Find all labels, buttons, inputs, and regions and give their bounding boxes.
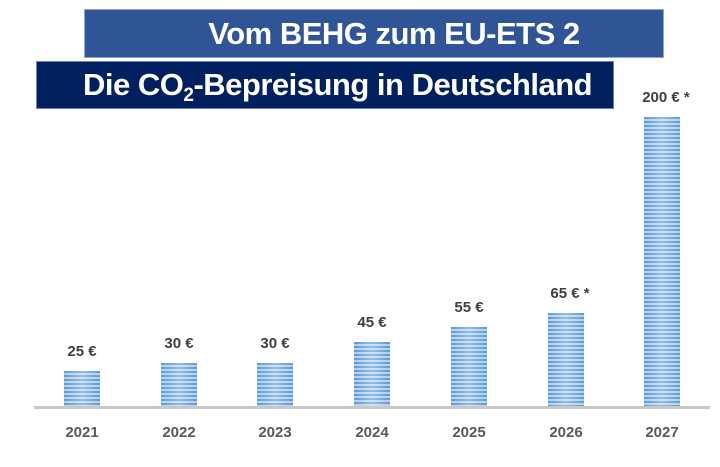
value-label-2024: 45 € [357, 314, 387, 331]
title-banner-top: Vom BEHG zum EU-ETS 2 [84, 9, 664, 58]
title-line1: Vom BEHG zum EU-ETS 2 [208, 15, 580, 51]
x-tick-2026: 2026 [549, 424, 583, 441]
bar-2026 [548, 313, 584, 407]
bar-2024 [354, 342, 390, 407]
x-tick-2022: 2022 [162, 424, 196, 441]
bar-2021 [64, 371, 100, 407]
bar-2022 [161, 363, 197, 407]
x-tick-2021: 2021 [65, 424, 99, 441]
value-label-2021: 25 € [67, 343, 97, 360]
bar-2027 [644, 117, 680, 407]
title-line2: Die CO2-Bepreisung in Deutschland [83, 67, 593, 106]
bar-2025 [451, 327, 487, 407]
value-label-2027: 200 € * [642, 89, 690, 106]
value-label-2025: 55 € [454, 299, 484, 316]
value-label-2023: 30 € [260, 335, 290, 352]
x-tick-2024: 2024 [355, 424, 389, 441]
x-tick-2023: 2023 [258, 424, 292, 441]
x-tick-2025: 2025 [452, 424, 486, 441]
value-label-2022: 30 € [164, 335, 194, 352]
x-axis-line [34, 406, 710, 409]
x-tick-2027: 2027 [645, 424, 679, 441]
bar-2023 [257, 363, 293, 407]
title-banner-sub: Die CO2-Bepreisung in Deutschland [36, 61, 614, 109]
value-label-2026: 65 € * [550, 285, 590, 302]
